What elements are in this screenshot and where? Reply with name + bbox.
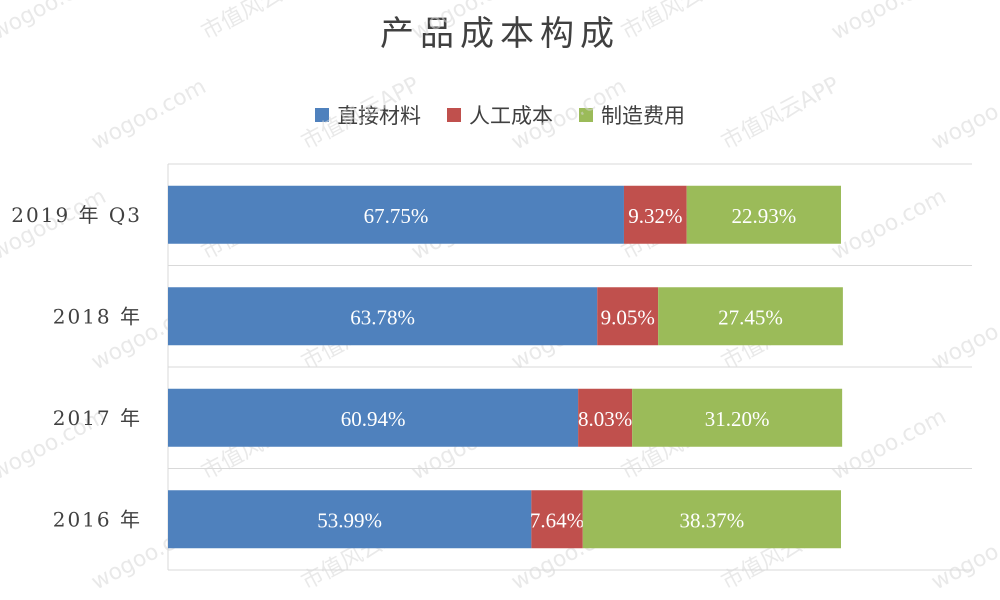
legend-swatch-direct-material [315, 108, 329, 122]
watermark-text: wogoo.com [827, 184, 950, 265]
y-tick-label: 2016 年 [53, 507, 142, 531]
watermark-text: 市值风云APP [297, 72, 423, 155]
bar-segment [168, 287, 598, 346]
legend-label-manufacturing-cost: 制造费用 [601, 104, 685, 128]
legend-label-labor-cost: 人工成本 [469, 104, 553, 128]
data-label: 27.45% [718, 305, 783, 329]
watermark-text: 市值风云APP [717, 72, 843, 155]
bar-segment [168, 490, 532, 549]
watermark-text: 市值风云APP [617, 0, 743, 45]
data-label: 31.20% [705, 407, 770, 431]
bar-segment [632, 388, 843, 447]
data-label: 22.93% [731, 204, 796, 228]
watermark-text: wogoo.com [507, 74, 630, 155]
y-tick-label: 2018 年 [53, 304, 142, 328]
chart-title: 产品成本构成 [380, 14, 620, 54]
watermark-text: wogoo.com [827, 404, 950, 485]
watermark-text: wogoo.com [407, 0, 530, 45]
watermark-text: 市值风云APP [197, 0, 323, 45]
bar-segment [531, 490, 583, 549]
legend-item-direct-material: 直接材料 [315, 100, 421, 130]
data-label: 9.05% [601, 305, 655, 329]
legend-item-manufacturing-cost: 制造费用 [579, 100, 685, 130]
data-label: 8.03% [578, 407, 632, 431]
bar-segment [686, 185, 841, 244]
y-tick-label: 2017 年 [53, 406, 142, 430]
data-label: 60.94% [341, 407, 406, 431]
bar-segment [168, 185, 624, 244]
data-label: 53.99% [317, 508, 382, 532]
legend-swatch-labor-cost [447, 108, 461, 122]
data-label: 7.64% [530, 508, 584, 532]
bar-segment [168, 388, 579, 447]
data-label: 9.32% [628, 204, 682, 228]
watermark-text: wogoo.com [927, 514, 1000, 595]
bar-segment [578, 388, 633, 447]
legend-swatch-manufacturing-cost [579, 108, 593, 122]
y-tick-label: 2019 年 Q3 [11, 203, 142, 227]
legend-label-direct-material: 直接材料 [337, 104, 421, 128]
data-label: 63.78% [350, 305, 415, 329]
bar-segment [658, 287, 843, 346]
legend-item-labor-cost: 人工成本 [447, 100, 553, 130]
watermark-text: wogoo.com [0, 0, 110, 45]
bar-segment [623, 185, 687, 244]
watermark-text: wogoo.com [87, 74, 210, 155]
watermark-text: wogoo.com [927, 74, 1000, 155]
legend: 直接材料 人工成本 制造费用 [0, 100, 1000, 130]
data-label: 67.75% [364, 204, 429, 228]
bar-segment [597, 287, 659, 346]
bar-segment [582, 490, 841, 549]
watermark-text: wogoo.com [927, 294, 1000, 375]
watermark-text: wogoo.com [827, 0, 950, 45]
data-label: 38.37% [680, 508, 745, 532]
